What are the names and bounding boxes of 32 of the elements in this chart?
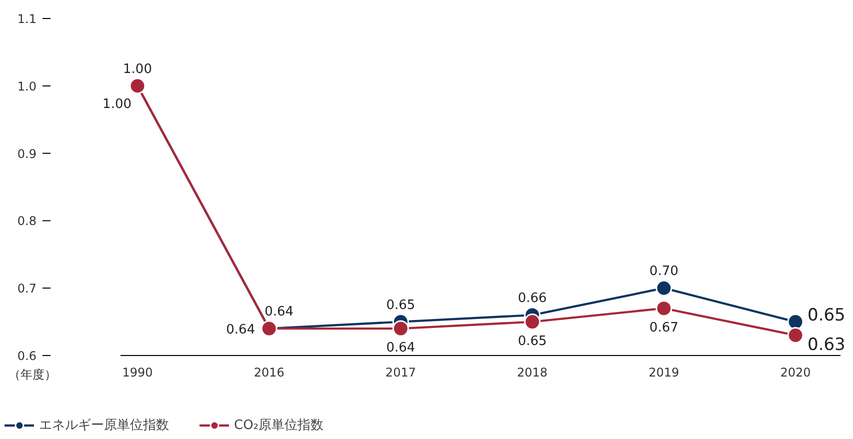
data-label: 1.00 [123, 62, 152, 77]
y-tick-label: 1.0 [17, 79, 37, 94]
point [524, 314, 541, 330]
data-label: 1.00 [102, 96, 132, 112]
x-tick-label: 2018 [517, 366, 548, 380]
y-tick-label: 0.6 [17, 349, 37, 363]
point [787, 327, 804, 344]
y-tick-label: 0.7 [17, 282, 37, 296]
y-tick-label: 0.8 [17, 214, 37, 228]
data-label: 0.65 [518, 334, 547, 349]
data-label: 0.65 [386, 298, 416, 313]
data-label: 0.67 [649, 320, 678, 336]
point [656, 300, 672, 317]
data-label: 0.64 [226, 322, 256, 338]
data-label: 0.70 [649, 264, 678, 280]
x-tick-label: 2017 [385, 366, 416, 380]
x-tick-label: 1990 [122, 366, 153, 380]
point [392, 320, 409, 337]
x-tick-label: 2020 [780, 366, 811, 380]
data-label: 0.65 [808, 305, 846, 326]
data-label: 0.63 [808, 334, 846, 355]
point [656, 280, 672, 296]
legend-label: CO₂原単位指数 [234, 417, 324, 434]
data-label: 0.66 [518, 291, 547, 306]
data-label: 0.64 [386, 340, 416, 356]
x-tick-label: 2016 [254, 366, 284, 380]
legend-label: エネルギー原単位指数 [39, 417, 169, 434]
y-tick-label: 1.1 [17, 12, 37, 26]
x-tick-label: 2019 [648, 366, 680, 380]
x-axis-title: （年度） [8, 368, 56, 382]
data-label: 0.64 [264, 304, 294, 320]
y-tick-label: 0.9 [17, 146, 37, 161]
